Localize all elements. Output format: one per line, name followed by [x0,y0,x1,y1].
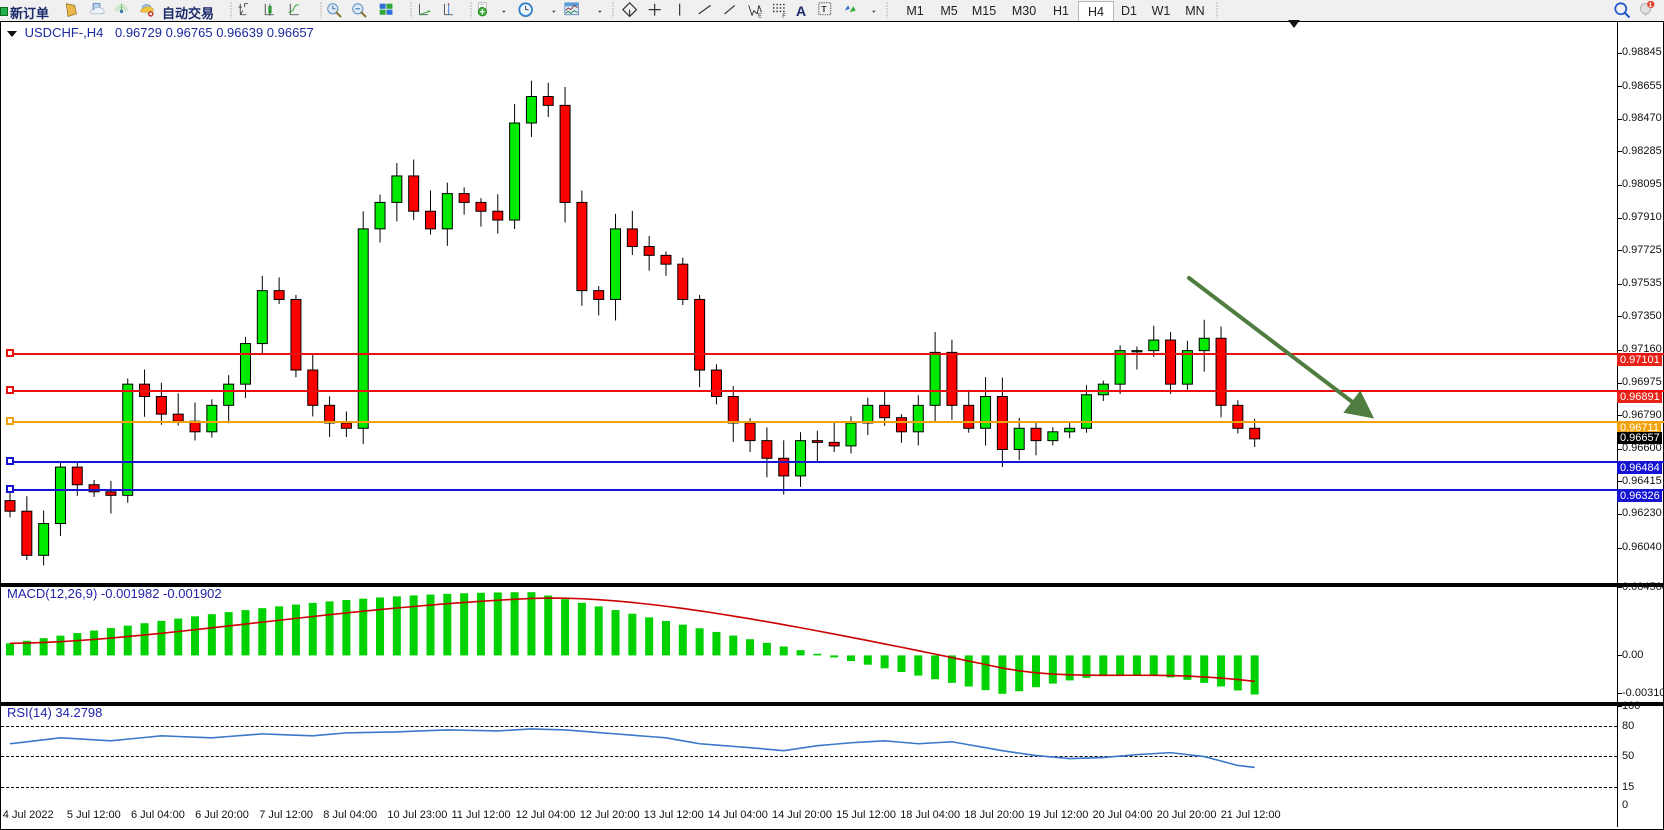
svg-text:1: 1 [1648,2,1652,9]
svg-text:T: T [821,4,827,14]
svg-text:F: F [782,14,786,19]
svg-text:E: E [758,13,762,19]
